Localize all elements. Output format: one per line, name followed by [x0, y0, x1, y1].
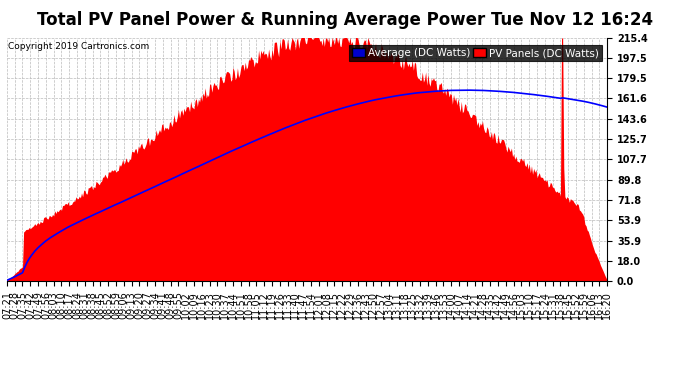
Legend: Average (DC Watts), PV Panels (DC Watts): Average (DC Watts), PV Panels (DC Watts) [349, 45, 602, 62]
Text: Copyright 2019 Cartronics.com: Copyright 2019 Cartronics.com [8, 42, 149, 51]
Text: Total PV Panel Power & Running Average Power Tue Nov 12 16:24: Total PV Panel Power & Running Average P… [37, 11, 653, 29]
